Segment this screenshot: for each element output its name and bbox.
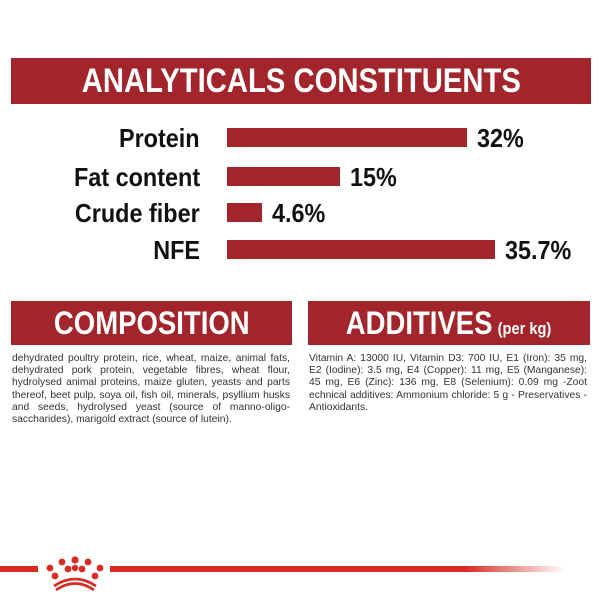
- bar-value-label: 35.7%: [504, 235, 572, 265]
- bar: [227, 128, 467, 147]
- composition-title: COMPOSITION: [53, 304, 250, 341]
- additives-banner: ADDITIVES (per kg): [308, 301, 590, 345]
- bar-label: Protein: [119, 123, 200, 153]
- additives-subtitle: (per kg): [498, 318, 552, 338]
- bar: [227, 167, 340, 186]
- bar-label: Crude fiber: [75, 198, 200, 228]
- crown-logo-icon: [46, 556, 104, 592]
- brand-line-left: [0, 566, 38, 572]
- additives-text: Vitamin A: 13000 IU, Vitamin D3: 700 IU,…: [309, 353, 587, 413]
- section-title: ANALYTICALS CONSTITUENTS: [81, 61, 521, 100]
- additives-title: ADDITIVES: [346, 304, 494, 341]
- bar: [227, 240, 495, 259]
- bar-label: NFE: [153, 235, 200, 265]
- bar: [227, 203, 262, 222]
- composition-banner: COMPOSITION: [11, 301, 292, 345]
- bar-value-label: 4.6%: [271, 198, 325, 228]
- bar-value-label: 32%: [477, 123, 524, 153]
- analytical-constituents-banner: ANALYTICALS CONSTITUENTS: [11, 58, 591, 104]
- brand-line-right: [110, 566, 565, 572]
- composition-text: dehydrated poultry protein, rice, wheat,…: [12, 353, 290, 426]
- bar-label: Fat content: [73, 162, 200, 192]
- bar-value-label: 15%: [349, 162, 397, 192]
